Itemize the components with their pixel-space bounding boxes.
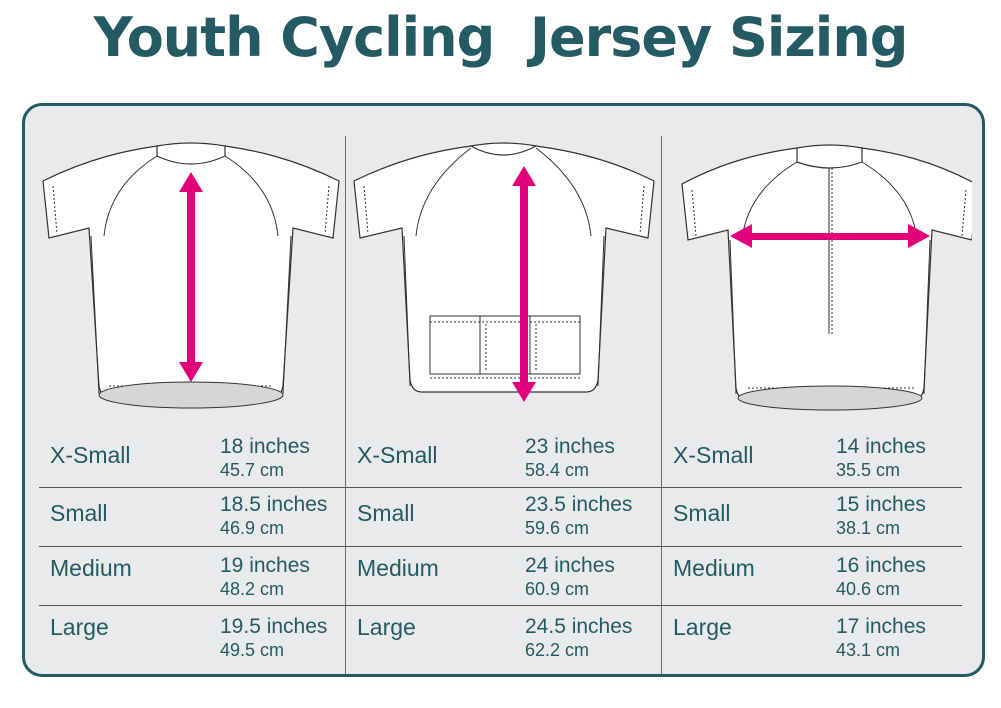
cm-value: 60.9 cm xyxy=(525,579,590,599)
inches-value: 17 inches xyxy=(836,615,926,638)
cm-value: 48.2 cm xyxy=(220,579,285,599)
jersey-chest-width-illustration xyxy=(681,144,972,411)
size-label: Small xyxy=(357,500,415,526)
inches-value: 15 inches xyxy=(836,493,926,516)
inches-value: 23 inches xyxy=(525,435,615,458)
sizing-panel: X-Small 18 inches 45.7 cm Small 18.5 inc… xyxy=(22,103,985,677)
cm-value: 43.1 cm xyxy=(836,640,901,660)
inches-value: 14 inches xyxy=(836,435,926,458)
table-row: X-Small 14 inches 35.5 cm xyxy=(662,432,962,487)
cm-value: 49.5 cm xyxy=(220,640,285,660)
inches-value: 18 inches xyxy=(220,435,310,458)
size-column-back-length: X-Small 23 inches 58.4 cm Small 23.5 inc… xyxy=(346,136,661,674)
column-divider xyxy=(661,136,662,674)
table-row: Small 18.5 inches 46.9 cm xyxy=(39,487,345,546)
jersey-back-length-illustration xyxy=(353,142,655,402)
table-row: Large 19.5 inches 49.5 cm xyxy=(39,605,345,664)
cm-value: 45.7 cm xyxy=(220,460,285,480)
cm-value: 35.5 cm xyxy=(836,460,901,480)
size-label: X-Small xyxy=(673,442,754,468)
table-row: Small 23.5 inches 59.6 cm xyxy=(346,487,661,546)
size-column-chest-width: X-Small 14 inches 35.5 cm Small 15 inche… xyxy=(662,136,972,674)
size-column-front-length: X-Small 18 inches 45.7 cm Small 18.5 inc… xyxy=(39,136,345,674)
size-label: Large xyxy=(673,614,732,640)
size-label: Small xyxy=(673,500,731,526)
size-label: Large xyxy=(357,614,416,640)
cm-value: 40.6 cm xyxy=(836,579,901,599)
cm-value: 46.9 cm xyxy=(220,518,285,538)
size-label: Medium xyxy=(50,555,132,581)
table-row: Large 24.5 inches 62.2 cm xyxy=(346,605,661,664)
cm-value: 38.1 cm xyxy=(836,518,901,538)
inches-value: 19 inches xyxy=(220,554,310,577)
cm-value: 58.4 cm xyxy=(525,460,590,480)
column-divider xyxy=(345,136,346,674)
size-label: Medium xyxy=(357,555,439,581)
page-title: Youth Cycling Jersey Sizing xyxy=(93,6,909,69)
table-row: Medium 16 inches 40.6 cm xyxy=(662,546,962,605)
size-label: X-Small xyxy=(357,442,438,468)
inches-value: 24.5 inches xyxy=(525,615,633,638)
inches-value: 19.5 inches xyxy=(220,615,328,638)
size-label: Medium xyxy=(673,555,755,581)
inches-value: 24 inches xyxy=(525,554,615,577)
size-label: Small xyxy=(50,500,108,526)
table-row: Small 15 inches 38.1 cm xyxy=(662,487,962,546)
inches-value: 23.5 inches xyxy=(525,493,633,516)
jersey-front-length-illustration xyxy=(42,142,340,409)
inches-value: 18.5 inches xyxy=(220,493,328,516)
table-row: X-Small 18 inches 45.7 cm xyxy=(39,432,345,487)
cm-value: 62.2 cm xyxy=(525,640,590,660)
size-label: Large xyxy=(50,614,109,640)
table-row: Large 17 inches 43.1 cm xyxy=(662,605,962,664)
table-row: Medium 19 inches 48.2 cm xyxy=(39,546,345,605)
cm-value: 59.6 cm xyxy=(525,518,590,538)
table-row: Medium 24 inches 60.9 cm xyxy=(346,546,661,605)
table-row: X-Small 23 inches 58.4 cm xyxy=(346,432,661,487)
size-label: X-Small xyxy=(50,442,131,468)
inches-value: 16 inches xyxy=(836,554,926,577)
